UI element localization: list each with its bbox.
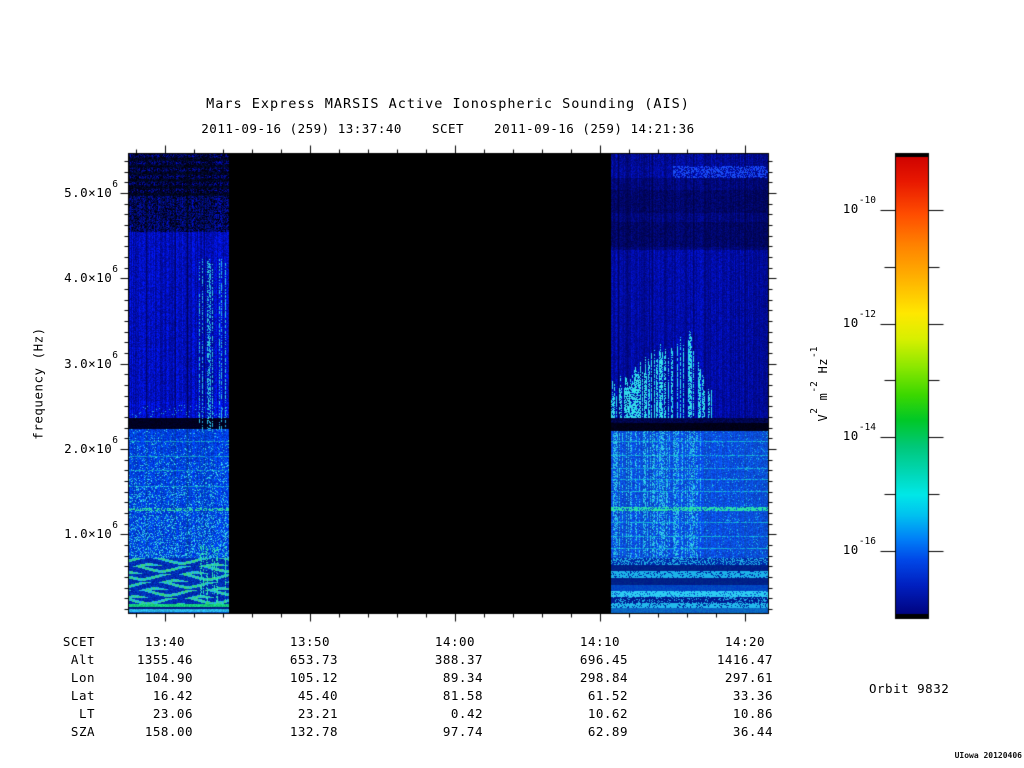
y-axis-label: frequency (Hz): [30, 327, 46, 440]
ephemeris-cell: 10.86: [732, 706, 773, 721]
y-tick-label: 3.0×106: [64, 349, 118, 371]
chart-title: Mars Express MARSIS Active Ionospheric S…: [206, 96, 690, 112]
scet-start: 2011-09-16 (259) 13:37:40: [201, 121, 402, 136]
ephemeris-cell: 132.78: [289, 724, 338, 739]
ephemeris-cell: 23.21: [297, 706, 338, 721]
ephemeris-cell: 10.62: [587, 706, 628, 721]
ephemeris-cell: 388.37: [434, 652, 483, 667]
y-tick-label: 4.0×106: [64, 264, 118, 286]
scet-end: 2011-09-16 (259) 14:21:36: [494, 121, 695, 136]
ephemeris-cell: 297.61: [724, 670, 773, 685]
ephemeris-row-label: Alt: [70, 652, 95, 667]
x-tick-label: 14:20: [724, 634, 766, 649]
ephemeris-cell: 105.12: [289, 670, 338, 685]
ephemeris-cell: 23.06: [152, 706, 193, 721]
ephemeris-cell: 81.58: [442, 688, 483, 703]
ephemeris-cell: 36.44: [732, 724, 773, 739]
y-tick-label: 2.0×106: [64, 435, 118, 457]
ephemeris-cell: 298.84: [579, 670, 628, 685]
ephemeris-row-label: Lat: [70, 688, 95, 703]
orbit-label: Orbit 9832: [869, 681, 950, 696]
ephemeris-cell: 45.40: [297, 688, 338, 703]
ephemeris-cell: 33.36: [732, 688, 773, 703]
y-tick-label: 5.0×106: [64, 179, 118, 201]
x-tick-label: 14:00: [434, 634, 476, 649]
colorbar-tick-label: 10-14: [842, 422, 876, 444]
y-tick-label: 1.0×106: [64, 520, 118, 542]
x-tick-label: 13:40: [144, 634, 186, 649]
scet-axis-label: SCET: [431, 121, 465, 136]
ephemeris-cell: 62.89: [587, 724, 628, 739]
ephemeris-cell: 158.00: [144, 724, 193, 739]
ephemeris-cell: 16.42: [152, 688, 193, 703]
ephemeris-cell: 104.90: [144, 670, 193, 685]
ephemeris-row-label: LT: [78, 706, 95, 721]
ephemeris-cell: 1355.46: [136, 652, 193, 667]
ephemeris-cell: 97.74: [442, 724, 483, 739]
colorbar-tick-label: 10-16: [842, 535, 876, 557]
ephemeris-cell: 61.52: [587, 688, 628, 703]
ephemeris-row-label: SCET: [62, 634, 95, 649]
ephemeris-cell: 89.34: [442, 670, 483, 685]
colorbar-tick-label: 10-10: [842, 195, 876, 217]
ephemeris-cell: 653.73: [289, 652, 338, 667]
colorbar-tick-label: 10-12: [842, 308, 876, 330]
scet-range-line: 2011-09-16 (259) 13:37:40 SCET 2011-09-1…: [128, 121, 768, 136]
x-tick-label: 14:10: [579, 634, 621, 649]
ephemeris-cell: 1416.47: [716, 652, 773, 667]
ephemeris-row-label: SZA: [70, 724, 95, 739]
ephemeris-cell: 0.42: [450, 706, 483, 721]
ephemeris-row-label: Lon: [70, 670, 95, 685]
x-tick-label: 13:50: [289, 634, 331, 649]
version-stamp: UIowa 20120406: [954, 751, 1022, 760]
ephemeris-cell: 696.45: [579, 652, 628, 667]
